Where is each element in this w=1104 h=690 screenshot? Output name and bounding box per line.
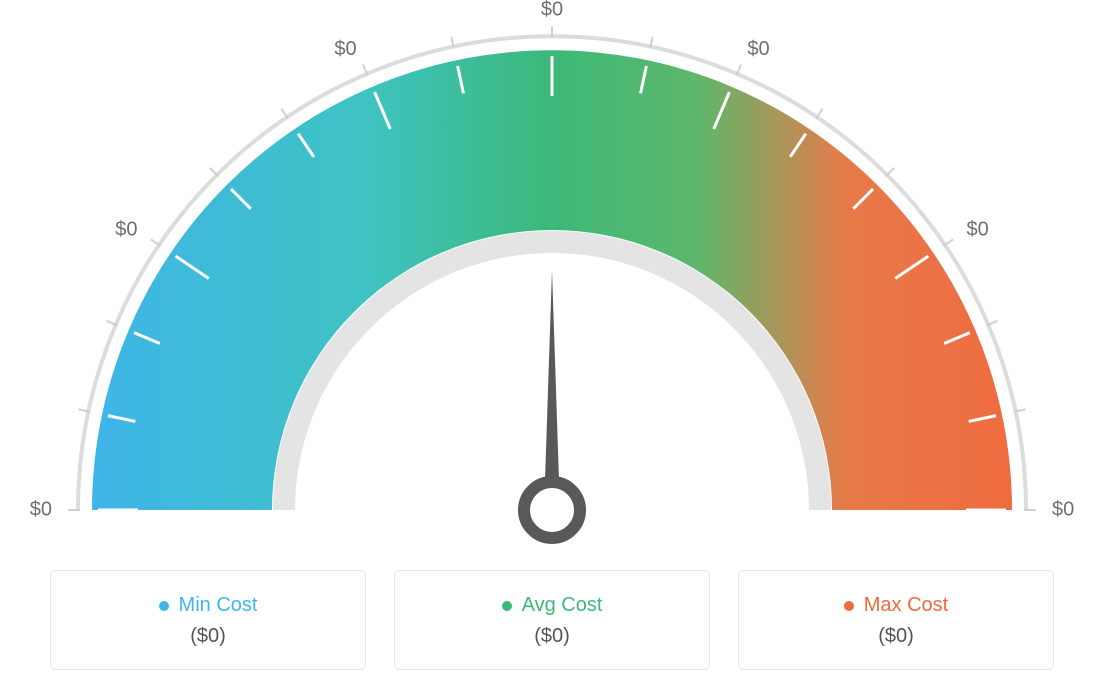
legend-label-row: Avg Cost bbox=[502, 594, 603, 617]
legend-dot-max bbox=[844, 601, 854, 611]
gauge-tick-label: $0 bbox=[541, 0, 563, 20]
legend-row: Min Cost ($0) Avg Cost ($0) Max Cost ($0… bbox=[50, 570, 1054, 670]
legend-value-max: ($0) bbox=[878, 625, 914, 648]
gauge-needle-hub bbox=[524, 482, 580, 538]
legend-label-max: Max Cost bbox=[864, 594, 948, 617]
gauge-chart: $0 $0 $0 $0 $0 $0 $0 bbox=[0, 0, 1104, 560]
gauge-outline-tick bbox=[210, 168, 218, 176]
gauge-tick-label: $0 bbox=[1052, 498, 1074, 520]
cost-gauge-figure: $0 $0 $0 $0 $0 $0 $0 Min Cost ($0) Avg Cost ($… bbox=[0, 0, 1104, 690]
gauge-tick-label: $0 bbox=[30, 498, 52, 520]
legend-label-row: Min Cost bbox=[159, 594, 258, 617]
legend-value-avg: ($0) bbox=[534, 625, 570, 648]
legend-label-min: Min Cost bbox=[179, 594, 258, 617]
gauge-tick-label: $0 bbox=[967, 219, 989, 241]
gauge-tick-label: $0 bbox=[747, 38, 769, 60]
legend-dot-min bbox=[159, 601, 169, 611]
legend-value-min: ($0) bbox=[190, 625, 226, 648]
gauge-needle bbox=[544, 270, 560, 510]
legend-label-avg: Avg Cost bbox=[522, 594, 603, 617]
legend-card-min: Min Cost ($0) bbox=[50, 570, 366, 670]
legend-card-avg: Avg Cost ($0) bbox=[394, 570, 710, 670]
legend-label-row: Max Cost bbox=[844, 594, 948, 617]
gauge-outline-tick bbox=[886, 168, 894, 176]
gauge-tick-label: $0 bbox=[115, 219, 137, 241]
gauge-tick-label: $0 bbox=[334, 38, 356, 60]
legend-card-max: Max Cost ($0) bbox=[738, 570, 1054, 670]
legend-dot-avg bbox=[502, 601, 512, 611]
